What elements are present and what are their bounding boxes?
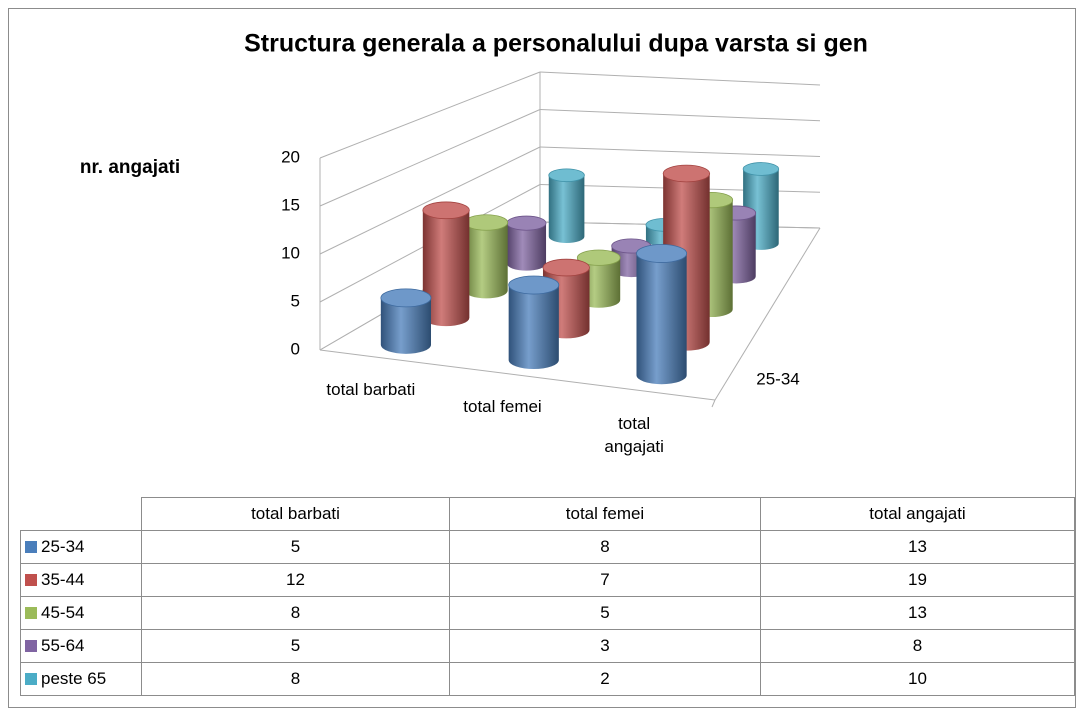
legend-label: peste 65 xyxy=(41,669,107,688)
column-header: total femei xyxy=(449,497,761,531)
depth-axis-label: 25-34 xyxy=(756,369,799,388)
table-value: 12 xyxy=(141,563,450,597)
y-axis-label: nr. angajati xyxy=(80,157,180,178)
cylinder-top xyxy=(506,215,547,231)
table-value: 3 xyxy=(449,629,761,663)
cylinder xyxy=(636,244,688,385)
cylinder-body xyxy=(636,253,687,385)
cylinder-body xyxy=(422,210,470,327)
column-header: total barbati xyxy=(141,497,450,531)
legend-cell: 25-34 xyxy=(20,530,142,564)
cylinder xyxy=(464,214,509,299)
cylinder-top xyxy=(380,288,432,308)
grid-line xyxy=(539,146,821,157)
table-value: 8 xyxy=(760,629,1075,663)
y-tick-label: 0 xyxy=(291,339,300,358)
table-value: 8 xyxy=(449,530,761,564)
cylinder-body xyxy=(548,175,585,243)
cylinder xyxy=(380,288,432,354)
cylinder-top xyxy=(542,258,590,277)
chart: Structura generala a personalului dupa v… xyxy=(80,30,868,408)
table-row: 55-64 5 3 8 xyxy=(20,629,1075,663)
cylinder-body xyxy=(508,285,559,370)
table-value: 13 xyxy=(760,596,1075,630)
table-value: 7 xyxy=(449,563,761,597)
data-table: total barbati total femei total angajati 25… xyxy=(20,497,1075,696)
cylinder-top xyxy=(464,214,509,231)
y-tick-label: 10 xyxy=(281,243,300,262)
table-row: 45-54 8 5 13 xyxy=(20,596,1075,630)
legend-swatch xyxy=(25,541,37,553)
grid-line xyxy=(319,109,541,207)
cylinder xyxy=(506,215,547,271)
cylinder xyxy=(422,201,470,327)
table-value: 8 xyxy=(141,662,450,696)
cylinder-body xyxy=(506,223,547,271)
x-tick-label: total barbati xyxy=(326,380,416,400)
legend-cell: 45-54 xyxy=(20,596,142,630)
legend-label: 35-44 xyxy=(41,570,85,589)
cylinder-top xyxy=(662,164,711,183)
table-value: 5 xyxy=(141,629,450,663)
grid-line xyxy=(319,71,541,159)
grid-line xyxy=(539,71,821,86)
legend-label: 45-54 xyxy=(41,603,85,622)
x-tick-label: total angajati xyxy=(604,413,664,456)
grid-line xyxy=(319,146,541,255)
legend-cell: 55-64 xyxy=(20,629,142,663)
table-row: 25-34 5 8 13 xyxy=(20,530,1075,564)
cylinder-body xyxy=(464,222,508,299)
table-value: 13 xyxy=(760,530,1075,564)
table-value: 2 xyxy=(449,662,761,696)
cylinder-top xyxy=(576,249,621,266)
cylinder-top xyxy=(742,162,780,176)
table-value: 8 xyxy=(141,596,450,630)
cylinder-body xyxy=(380,297,432,354)
table-corner xyxy=(20,497,142,531)
y-tick-label: 15 xyxy=(281,195,300,214)
cylinder xyxy=(508,275,560,370)
column-header: total angajati xyxy=(760,497,1075,531)
legend-swatch xyxy=(25,574,37,586)
legend-swatch xyxy=(25,673,37,685)
table-row: 35-44 12 7 19 xyxy=(20,563,1075,597)
cylinder xyxy=(548,168,585,243)
y-tick-label: 5 xyxy=(291,291,300,310)
x-tick-label: total femei xyxy=(463,397,542,416)
table-value: 5 xyxy=(449,596,761,630)
cylinder-top xyxy=(636,244,688,263)
table-row: peste 65 8 2 10 xyxy=(20,662,1075,696)
table-value: 5 xyxy=(141,530,450,564)
legend-label: 55-64 xyxy=(41,636,85,655)
legend-cell: peste 65 xyxy=(20,662,142,696)
chart-title: Structura generala a personalului dupa v… xyxy=(244,30,868,58)
y-tick-label: 20 xyxy=(281,147,300,166)
legend-swatch xyxy=(25,607,37,619)
table-value: 19 xyxy=(760,563,1075,597)
table-value: 10 xyxy=(760,662,1075,696)
legend-swatch xyxy=(25,640,37,652)
grid-line xyxy=(539,109,821,122)
legend-label: 25-34 xyxy=(41,537,85,556)
chart-frame xyxy=(8,8,1076,708)
cylinder-top xyxy=(508,275,560,295)
legend-cell: 35-44 xyxy=(20,563,142,597)
cylinder-top xyxy=(548,168,585,183)
table-header-row: total barbati total femei total angajati xyxy=(20,497,1075,531)
cylinder-top xyxy=(422,201,470,220)
